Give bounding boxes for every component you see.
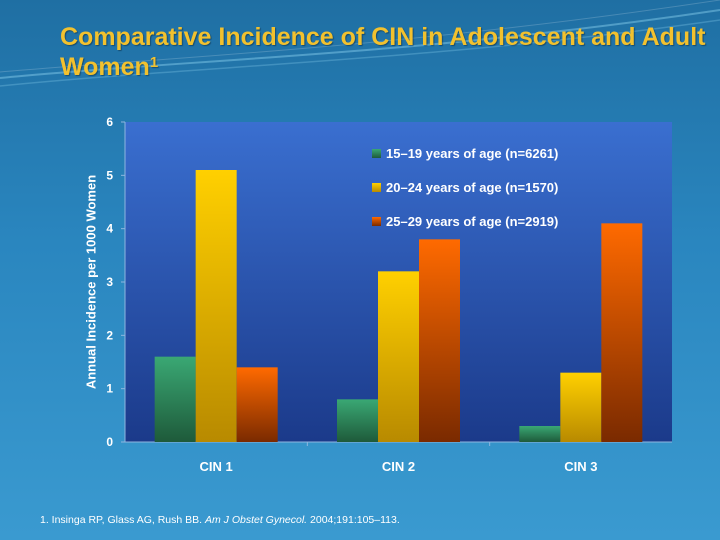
slide-title: Comparative Incidence of CIN in Adolesce… [60,23,706,81]
legend-item: 15–19 years of age (n=6261) [372,136,672,170]
x-tick-label: CIN 2 [382,459,415,474]
legend-swatch [372,216,381,226]
y-tick-label: 5 [106,168,113,182]
legend-item: 20–24 years of age (n=1570) [372,170,672,204]
bar-cin1-series-3 [236,367,278,442]
bar-cin3-series-2 [560,372,602,442]
y-axis-label: Annual Incidence per 1000 Women [83,174,99,390]
bar-cin2-series-1 [337,399,378,442]
title-footnote-marker: 1 [149,54,159,71]
bar-cin3-series-1 [519,426,561,442]
y-tick-label: 3 [106,275,113,289]
x-tick-label: CIN 3 [564,459,597,474]
legend-label: 15–19 years of age (n=6261) [386,145,559,161]
bar-cin1-series-2 [195,170,237,442]
bar-cin3-series-3 [601,223,643,442]
legend-swatch [372,148,381,158]
bar-cin1-series-1 [154,356,196,442]
x-tick-label: CIN 1 [200,459,233,474]
y-tick-label: 1 [106,382,113,396]
legend-item: 25–29 years of age (n=2919) [372,204,672,238]
header-swoosh-decoration [0,0,720,87]
legend-label: 20–24 years of age (n=1570) [386,179,559,195]
y-tick-label: 6 [106,115,113,129]
y-tick-label: 4 [106,222,113,236]
citation-footnote: 1. Insinga RP, Glass AG, Rush BB. Am J O… [40,514,400,526]
y-tick-label: 2 [106,328,113,342]
bar-cin2-series-2 [378,271,419,442]
chart-legend: 15–19 years of age (n=6261) 20–24 years o… [372,136,672,238]
legend-swatch [372,182,381,192]
y-tick-label: 0 [106,435,113,449]
bar-cin2-series-3 [419,239,460,442]
legend-label: 25–29 years of age (n=2919) [386,213,559,229]
